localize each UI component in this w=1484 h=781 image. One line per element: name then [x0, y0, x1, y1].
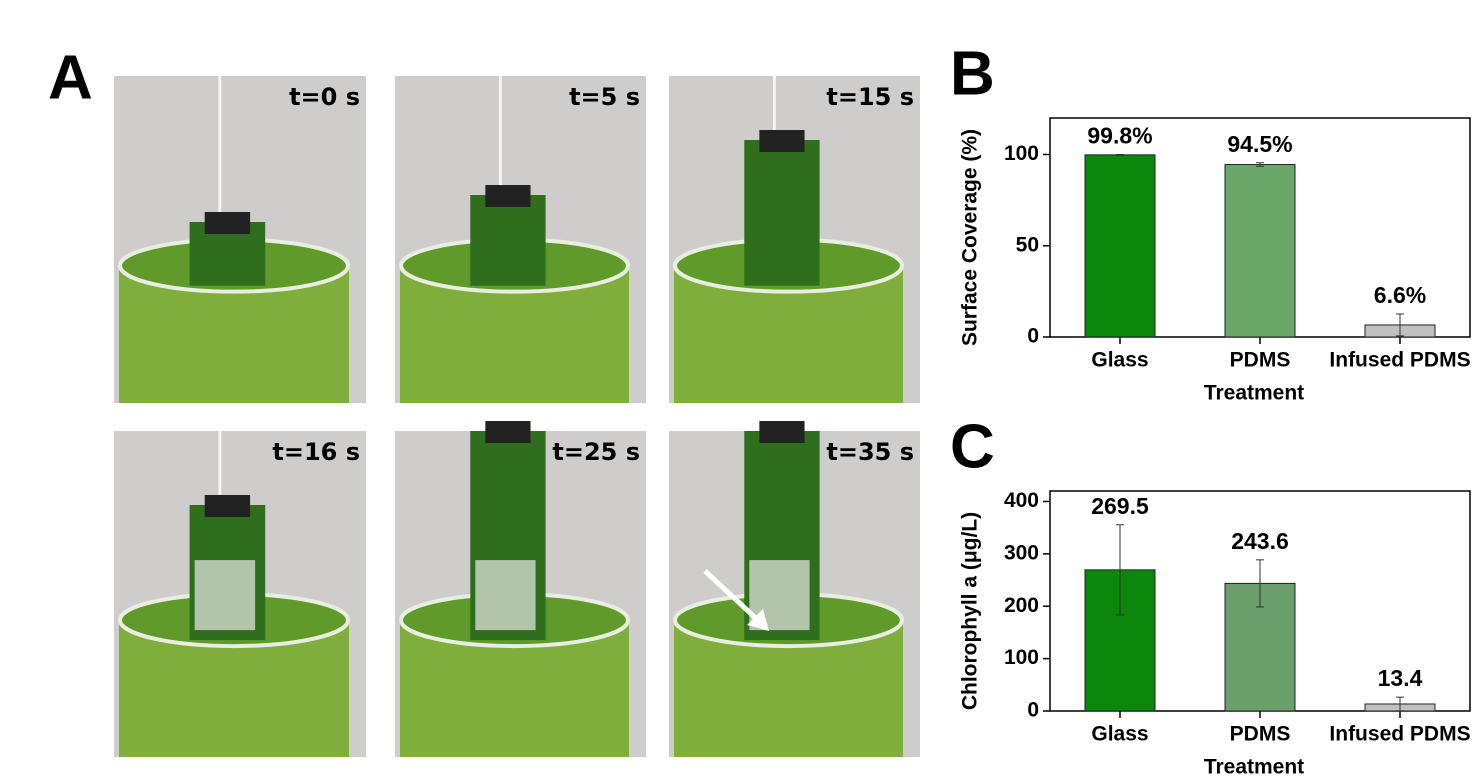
x-tick-label: Infused PDMS: [1329, 349, 1470, 372]
y-axis-label: Surface Coverage (%): [959, 129, 982, 346]
bar: [1224, 164, 1296, 338]
y-tick-label: 100: [1004, 646, 1039, 669]
panel-label: B: [950, 39, 995, 108]
y-tick-label: 400: [1004, 489, 1039, 512]
frame-label: t=5 s: [569, 83, 640, 111]
bar: [1084, 154, 1156, 338]
arrow-head: [747, 609, 769, 631]
photo: t=0 s: [114, 76, 366, 403]
cleared-area: [194, 560, 256, 631]
photo: t=25 s: [395, 421, 646, 757]
clip: [485, 185, 531, 207]
frame-label: t=0 s: [289, 83, 360, 111]
frame-label: t=35 s: [826, 438, 914, 466]
y-tick-label: 300: [1004, 541, 1039, 564]
x-axis-label: Treatment: [1204, 382, 1304, 405]
y-tick-label: 0: [1027, 325, 1039, 348]
value-label: 243.6: [1231, 528, 1289, 554]
clip: [204, 495, 251, 517]
clip: [485, 421, 531, 443]
arrow: [703, 569, 763, 625]
y-tick-label: 50: [1016, 233, 1039, 256]
x-tick-label: PDMS: [1230, 349, 1291, 372]
photo: t=15 s: [669, 76, 920, 403]
frame-label: t=16 s: [272, 438, 360, 466]
value-label: 6.6%: [1374, 282, 1426, 308]
panel-label: A: [48, 43, 93, 112]
y-axis-label: Chlorophyll a (μg/L): [959, 512, 982, 710]
photo: t=35 s: [669, 421, 920, 757]
clip: [759, 421, 805, 443]
x-tick-label: PDMS: [1230, 723, 1291, 746]
value-label: 94.5%: [1227, 131, 1292, 157]
y-tick-label: 100: [1004, 142, 1039, 165]
clip: [204, 212, 251, 234]
y-tick-label: 200: [1004, 594, 1039, 617]
x-tick-label: Glass: [1091, 723, 1148, 746]
photo: t=16 s: [114, 431, 366, 757]
value-label: 13.4: [1378, 665, 1423, 691]
substrate-strip: [744, 140, 820, 286]
value-label: 99.8%: [1087, 123, 1152, 149]
y-tick-label: 0: [1027, 699, 1039, 722]
x-axis-label: Treatment: [1204, 756, 1304, 779]
clip: [759, 130, 805, 152]
photo: t=5 s: [395, 76, 646, 403]
substrate-strip: [470, 195, 546, 286]
x-tick-label: Glass: [1091, 349, 1148, 372]
x-tick-label: Infused PDMS: [1329, 723, 1470, 746]
frame-label: t=15 s: [826, 83, 914, 111]
panel-label: C: [950, 412, 995, 481]
frame-label: t=25 s: [552, 438, 640, 466]
value-label: 269.5: [1091, 493, 1149, 519]
cleared-area: [475, 560, 536, 631]
